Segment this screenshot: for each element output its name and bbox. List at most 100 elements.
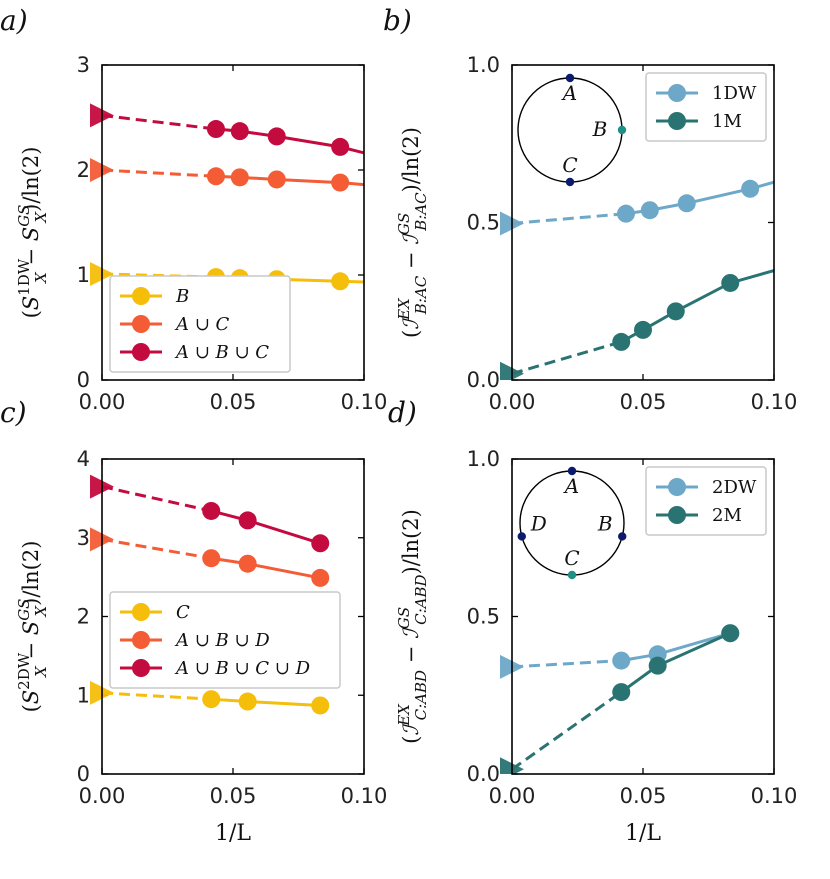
- data-point: [331, 173, 350, 192]
- legend-label: A ∪ B ∪ C ∪ D: [174, 658, 311, 679]
- y-tick-label: 1.0: [467, 447, 500, 471]
- inset-label: D: [530, 511, 547, 535]
- y-axis-label: (S2DWX − SGSX)/ln(2): [15, 541, 50, 713]
- inset-label: B: [592, 117, 608, 141]
- panel-a: a)(S1DWX − SGSX)/ln(2)0.00 0.05 0.100123BA…: [0, 4, 387, 414]
- data-point: [721, 273, 740, 292]
- legend-box: [109, 275, 291, 373]
- legend-swatch-marker: [132, 659, 150, 677]
- legend-label: A ∪ B ∪ D: [174, 630, 270, 651]
- extrapolation-line: [101, 485, 212, 513]
- series-line: [211, 697, 321, 707]
- legend-label: A ∪ C: [174, 314, 230, 335]
- series-a-b-c: [90, 103, 364, 156]
- x-tick-label: 0.00: [79, 784, 126, 808]
- plot-area: [500, 179, 774, 380]
- data-point: [311, 696, 330, 715]
- data-point: [741, 179, 760, 198]
- extrapolation-line: [101, 168, 217, 178]
- series-2m: [500, 624, 740, 774]
- y-tick-label: 2: [77, 158, 90, 182]
- y-tick-label: 3: [77, 526, 90, 550]
- data-point: [331, 272, 350, 291]
- inset-point: [565, 73, 575, 83]
- panel-b: b) (ℐEXB:AC − ℐGSB:AC)/ln(2) 0.00 0.05 0.10 0…: [383, 4, 797, 414]
- legend-swatch-marker: [668, 112, 686, 130]
- legend-swatch-marker: [668, 478, 686, 496]
- series-line: [211, 556, 321, 580]
- inset-label: A: [561, 81, 577, 105]
- inset-label: C: [564, 546, 579, 570]
- extrapolation-line: [101, 113, 217, 131]
- legend-swatch-marker: [132, 287, 150, 305]
- series-a-b-d: [90, 527, 330, 587]
- series-1m: [500, 268, 774, 380]
- x-axis-label: 1/L: [625, 821, 661, 846]
- y-tick-label: 2: [77, 605, 90, 629]
- series-a-c: [90, 158, 364, 192]
- inset-label: C: [562, 153, 577, 177]
- x-tick-label: 0.10: [751, 390, 798, 414]
- data-point: [311, 534, 330, 553]
- data-point: [612, 651, 631, 670]
- data-point: [230, 168, 249, 187]
- axes-frame: [511, 64, 775, 381]
- y-tick-label: 1.0: [467, 53, 500, 77]
- axes-frame: [511, 458, 775, 775]
- extrapolation-line: [511, 659, 622, 669]
- y-tick-label: 1: [77, 263, 90, 287]
- data-point: [612, 332, 631, 351]
- series-line: [210, 509, 321, 545]
- legend-swatch-marker: [132, 343, 150, 361]
- data-point: [238, 554, 257, 573]
- y-tick-label: 0.0: [467, 762, 500, 786]
- series-line: [620, 631, 731, 694]
- legend-swatch-marker: [132, 603, 150, 621]
- y-tick-label: 0.5: [467, 605, 500, 629]
- x-tick-label: 0.10: [341, 784, 388, 808]
- axes-frame: [101, 64, 365, 381]
- panel-d: d) (ℐEXC:ABD − ℐGSC:ABD)/ln(2) 0.00 0.05 0.1…: [388, 396, 797, 846]
- x-tick-label: 0.00: [79, 390, 126, 414]
- data-point: [202, 549, 221, 568]
- inset-point: [618, 532, 627, 541]
- inset-point: [565, 177, 575, 187]
- inset-label: A: [563, 474, 579, 498]
- data-point: [666, 302, 685, 321]
- data-point: [721, 624, 740, 643]
- data-point: [677, 194, 696, 213]
- inset-point: [617, 125, 627, 135]
- legend-swatch-marker: [132, 631, 150, 649]
- inset-label: B: [597, 511, 613, 535]
- legend-swatch-marker: [668, 506, 686, 524]
- inset-point: [567, 466, 577, 476]
- panel-letter: b): [383, 4, 412, 37]
- y-tick-label: 0.0: [467, 368, 500, 392]
- data-point: [267, 170, 286, 189]
- legend-label: 1DW: [712, 83, 757, 104]
- legend-label: 2M: [712, 505, 742, 526]
- extrapolation-line: [101, 537, 212, 560]
- legend-label: C: [176, 602, 190, 623]
- x-tick-label: 0.00: [489, 784, 536, 808]
- legend-box: [109, 591, 341, 689]
- x-tick-label: 0.10: [751, 784, 798, 808]
- x-tick-label: 0.05: [620, 390, 667, 414]
- series-1dw: [500, 179, 774, 236]
- extrapolation-line: [511, 212, 627, 225]
- data-point: [640, 201, 659, 220]
- data-point: [616, 204, 635, 223]
- data-point: [202, 690, 221, 709]
- series-2dw: [500, 624, 740, 679]
- extrapolation-line: [511, 690, 623, 771]
- legend: C A ∪ B ∪ D A ∪ B ∪ C ∪ D: [109, 591, 341, 689]
- x-tick-label: 0.00: [489, 390, 536, 414]
- y-axis-label: (ℐEXC:ABD − ℐGSC:ABD)/ln(2): [395, 509, 430, 744]
- y-axis-label: (S1DWX − SGSX)/ln(2): [15, 147, 50, 319]
- data-point: [238, 692, 257, 711]
- legend: B A ∪ C A ∪ B ∪ C: [109, 275, 291, 373]
